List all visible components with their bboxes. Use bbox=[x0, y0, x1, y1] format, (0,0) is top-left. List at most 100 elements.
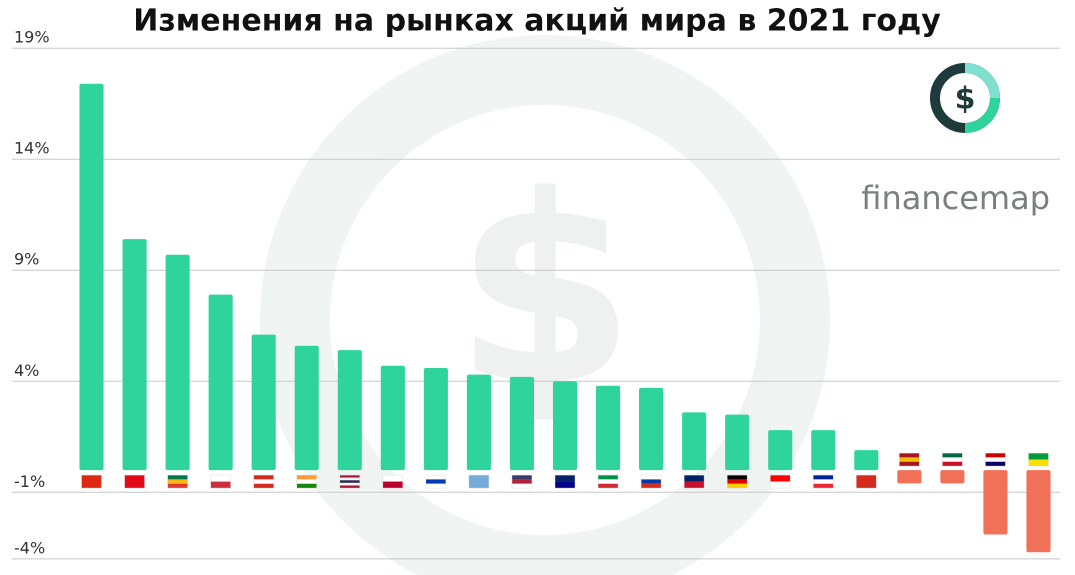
flag-stripe bbox=[598, 479, 619, 484]
flag-stripe bbox=[253, 483, 274, 489]
flag-stripe bbox=[641, 483, 662, 489]
flag-stripe bbox=[942, 453, 963, 458]
flag-border bbox=[726, 474, 748, 489]
logo-arc bbox=[964, 97, 1000, 133]
bar bbox=[466, 374, 491, 471]
flag-border bbox=[683, 474, 705, 489]
bar bbox=[423, 367, 448, 471]
bar bbox=[208, 294, 233, 471]
flag-stripe bbox=[167, 483, 188, 489]
flag-stripe bbox=[985, 457, 1006, 462]
brand-name: financemap bbox=[861, 179, 1050, 217]
flag-border bbox=[339, 474, 361, 489]
flag-stripe bbox=[899, 453, 920, 458]
watermark-ring bbox=[260, 35, 830, 575]
flag-stripe bbox=[511, 475, 532, 480]
flag-border bbox=[124, 474, 145, 489]
flag-border bbox=[1028, 452, 1049, 467]
bar bbox=[983, 470, 1008, 535]
flag-stripe bbox=[813, 483, 834, 489]
flag-stripe bbox=[339, 485, 360, 489]
flag-stripe bbox=[382, 475, 403, 482]
flag-stripe bbox=[899, 457, 920, 462]
flag-border bbox=[253, 474, 274, 489]
flag-stripe bbox=[511, 483, 532, 489]
flag-stripe bbox=[296, 475, 317, 480]
flag-border bbox=[856, 474, 877, 489]
bar bbox=[1026, 470, 1051, 553]
flag-stripe bbox=[899, 461, 920, 467]
flag-stripe bbox=[985, 453, 1006, 458]
flag-stripe bbox=[296, 483, 317, 489]
bar bbox=[725, 414, 750, 471]
flag-border bbox=[468, 474, 490, 489]
flag-stripe bbox=[210, 475, 231, 482]
bar bbox=[811, 430, 836, 471]
y-tick-label: -1% bbox=[14, 472, 45, 491]
flag-stripe bbox=[727, 483, 748, 489]
flag-stripe bbox=[339, 475, 360, 478]
flag-stripe bbox=[813, 475, 834, 480]
flag-stripe bbox=[727, 475, 748, 480]
bar bbox=[639, 387, 664, 471]
flag-stripe bbox=[167, 475, 188, 480]
bar bbox=[79, 83, 104, 471]
flag-border bbox=[81, 474, 102, 489]
chart-title: Изменения на рынках акций мира в 2021 го… bbox=[133, 4, 941, 39]
bar bbox=[165, 254, 190, 471]
flag-stripe bbox=[468, 475, 489, 489]
bar bbox=[854, 450, 879, 471]
bar bbox=[595, 385, 621, 471]
flag-stripe bbox=[641, 479, 662, 484]
logo-arc bbox=[964, 63, 1000, 99]
flag-stripe bbox=[124, 475, 145, 489]
flag-stripe bbox=[770, 475, 791, 482]
flag-stripe bbox=[684, 475, 705, 482]
flag-stripe bbox=[942, 461, 963, 467]
bar bbox=[509, 376, 535, 471]
flag-stripe bbox=[856, 475, 877, 489]
flag-border bbox=[425, 474, 447, 489]
flag-stripe bbox=[641, 475, 662, 480]
flag-stripe bbox=[253, 479, 274, 484]
bar bbox=[768, 430, 793, 471]
logo-symbol: $ bbox=[955, 82, 976, 117]
watermark: $ bbox=[260, 35, 830, 575]
flag-stripe bbox=[339, 477, 360, 481]
flag-stripe bbox=[598, 475, 619, 480]
flag-border bbox=[942, 452, 963, 467]
flag-border bbox=[167, 474, 188, 489]
bar bbox=[122, 239, 147, 471]
flag-border bbox=[511, 474, 533, 489]
flag-border bbox=[296, 474, 317, 489]
bar bbox=[940, 470, 965, 484]
flag-border bbox=[640, 474, 662, 489]
flag-stripe bbox=[511, 479, 532, 484]
flag-stripe bbox=[555, 475, 575, 482]
flag-stripe bbox=[425, 479, 446, 484]
flag-stripe bbox=[339, 482, 360, 486]
flag-border bbox=[813, 474, 834, 489]
flag-stripe bbox=[942, 457, 963, 462]
bar bbox=[294, 345, 319, 471]
bar bbox=[337, 350, 362, 471]
logo: $ bbox=[930, 63, 1000, 133]
flag-stripe bbox=[425, 483, 446, 489]
flag-stripe bbox=[727, 479, 748, 484]
flag-stripe bbox=[425, 475, 446, 480]
flag-stripe bbox=[1028, 459, 1049, 467]
y-tick-label: 14% bbox=[14, 139, 50, 158]
y-tick-label: 9% bbox=[14, 250, 39, 269]
flag-stripe bbox=[813, 479, 834, 484]
bar bbox=[251, 334, 276, 471]
flag-border bbox=[210, 474, 231, 489]
flag-stripe bbox=[296, 479, 317, 484]
flag-stripe bbox=[167, 479, 188, 484]
flag-stripe bbox=[555, 481, 575, 489]
bar bbox=[897, 470, 922, 484]
y-tick-label: -4% bbox=[14, 538, 45, 557]
flag-stripe bbox=[598, 483, 619, 489]
flag-stripe bbox=[382, 481, 403, 489]
